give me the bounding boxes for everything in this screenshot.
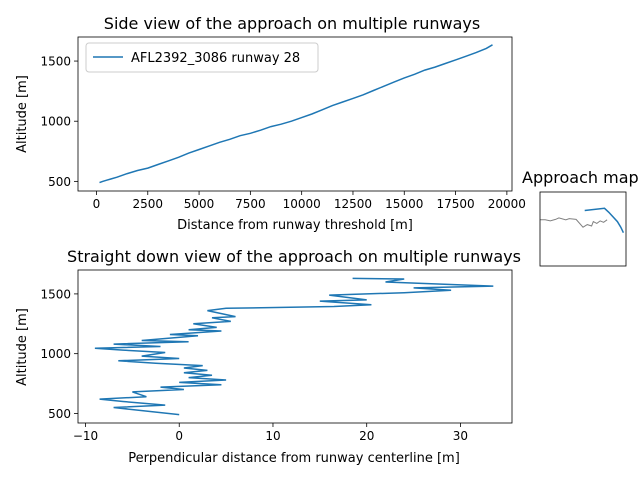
top-chart-xtick-label: 5000 [184,197,215,211]
top-chart-xtick-label: 17500 [436,197,474,211]
bottom-chart-title: Straight down view of the approach on mu… [67,247,521,266]
top-chart-legend: AFL2392_3086 runway 28 [85,42,319,73]
top-chart-xtick-label: 12500 [334,197,372,211]
map-runway-outline [540,217,608,228]
map-frame [539,191,627,267]
legend-series-label: AFL2392_3086 runway 28 [131,51,300,66]
top-chart-plot-area: 0 2500 5000 7500 10000 12500 15000 17500 20000 50… [40,36,526,211]
top-chart-xtick-label: 2500 [132,197,163,211]
top-chart-xtick-label: 15000 [385,197,423,211]
bottom-chart-ytick-label: 1000 [40,347,71,361]
bottom-chart-xtick-label: 20 [359,429,374,443]
top-chart-series-line-0 [99,44,493,184]
top-chart-xtick-label: 20000 [488,197,526,211]
bottom-chart-ytick-label: 1500 [40,287,71,301]
top-chart-ytick-label: 1500 [40,55,71,69]
approach-map-area [539,191,627,267]
top-chart-xtick-label: 7500 [235,197,266,211]
bottom-chart-xtick-label: 30 [453,429,468,443]
bottom-chart-plot-area: −10 0 10 20 30 500 1000 1500 [40,269,513,443]
bottom-chart-axes-frame [77,269,513,424]
bottom-chart-series-line-0 [94,277,494,416]
bottom-chart-xlabel: Perpendicular distance from runway cente… [128,451,460,466]
top-chart-ytick-label: 1000 [40,115,71,129]
bottom-chart-ytick-label: 500 [48,407,71,421]
top-chart-ylabel: Altitude [m] [15,75,30,153]
top-chart-xlabel: Distance from runway threshold [m] [177,218,413,233]
top-chart-xtick-label: 10000 [283,197,321,211]
top-chart-title: Side view of the approach on multiple ru… [104,14,480,33]
bottom-chart-ylabel: Altitude [m] [15,308,30,386]
top-chart-xtick-label: 0 [93,197,101,211]
bottom-chart-xtick-label: 0 [175,429,183,443]
approach-map-title: Approach map [522,168,639,187]
top-chart-ytick-label: 500 [48,175,71,189]
bottom-chart-xtick-label: −10 [73,429,98,443]
map-approach-track [584,207,625,234]
bottom-chart-xtick-label: 10 [265,429,280,443]
top-chart-axes-frame [77,36,513,192]
